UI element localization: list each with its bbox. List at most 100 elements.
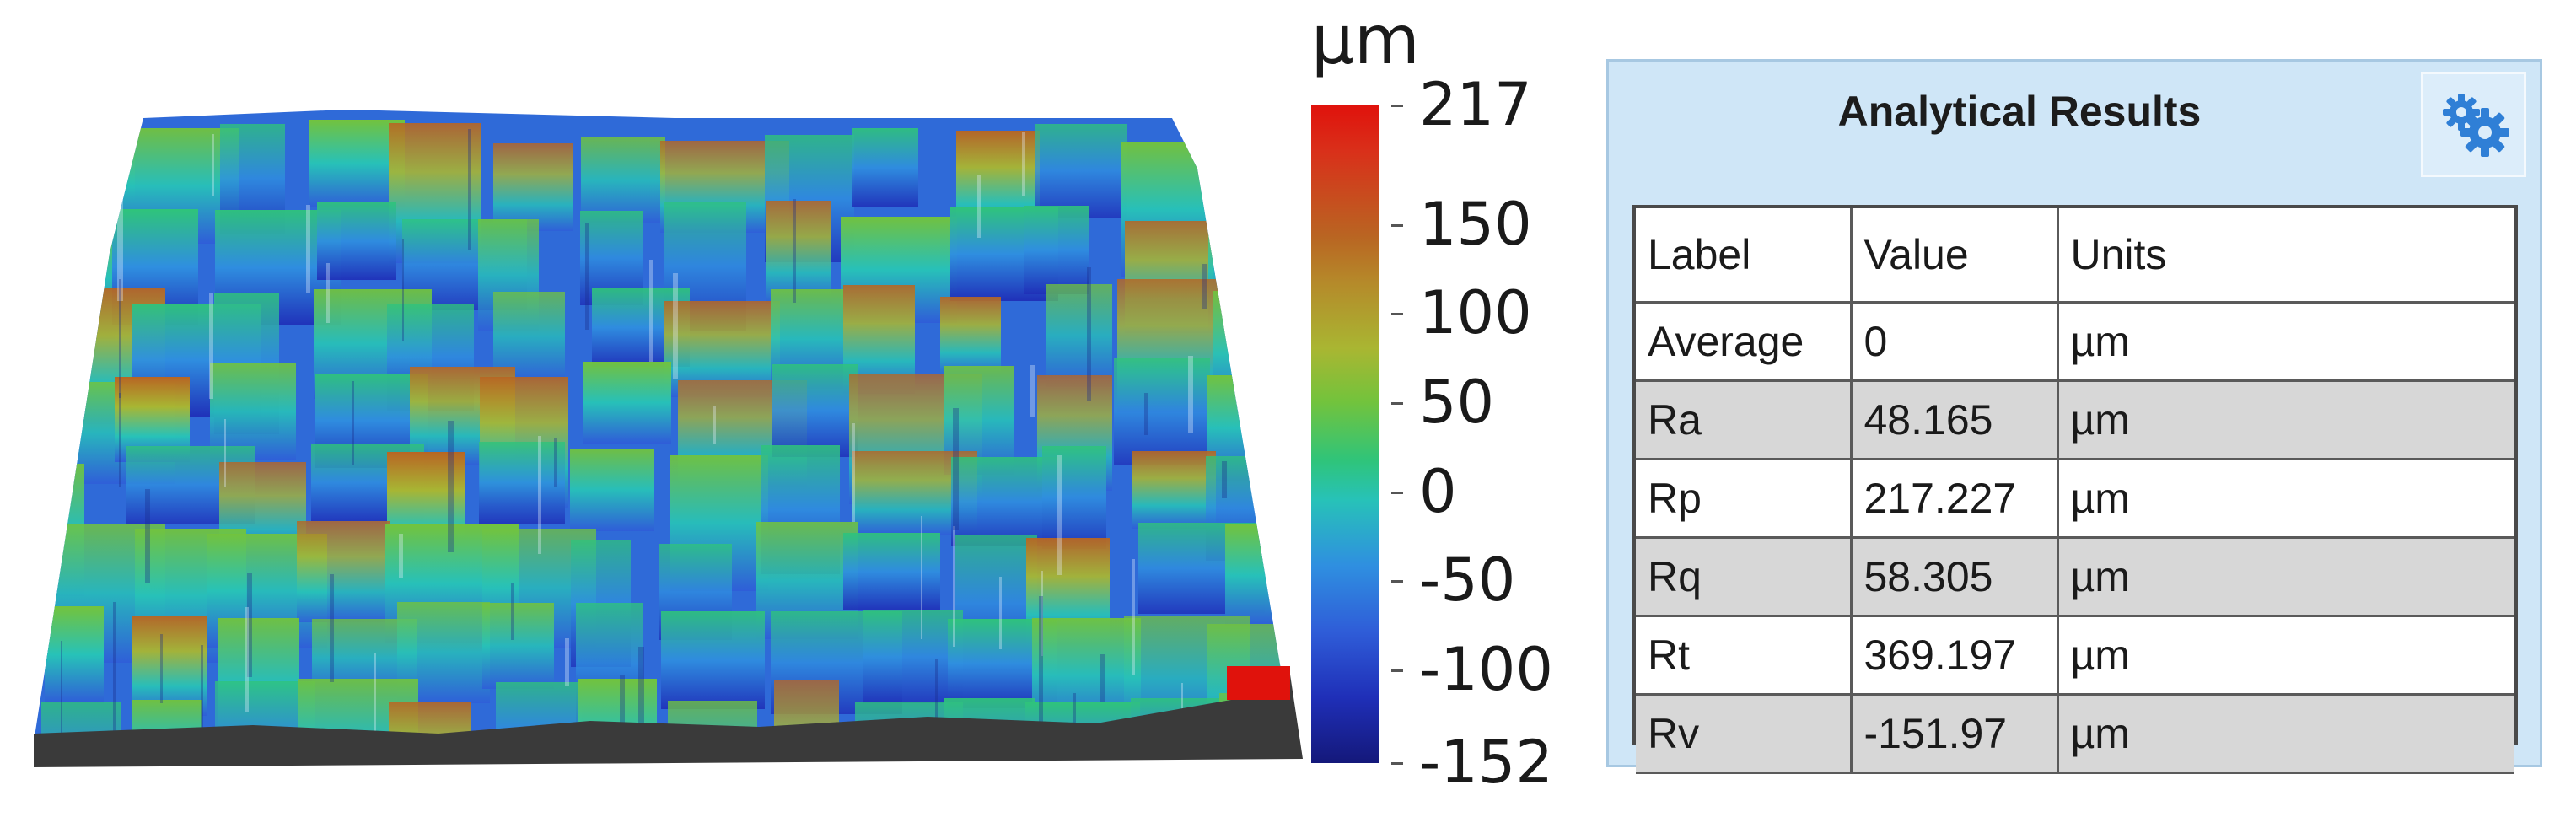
table-row[interactable]: Rt 369.197 µm (1636, 615, 2514, 696)
surface-facet (1208, 211, 1299, 331)
colorbar-tick (1391, 491, 1403, 494)
row-units: µm (2056, 615, 2514, 696)
surface-streak (374, 653, 376, 759)
surface-facet (1042, 446, 1106, 549)
settings-button[interactable] (2421, 72, 2526, 177)
surface-facet (1114, 358, 1210, 465)
surface-facet (581, 137, 665, 223)
colorbar-tick (1391, 762, 1403, 765)
panel-title: Analytical Results (1837, 88, 2202, 135)
surface-facet (210, 363, 296, 460)
table-row[interactable]: Rv -151.97 µm (1636, 693, 2514, 774)
surface-streak (61, 641, 62, 742)
table-row[interactable]: Average 0 µm (1636, 301, 2514, 382)
surface-facet (570, 449, 654, 531)
surface-facet (1046, 284, 1112, 387)
surface-streak (1041, 571, 1043, 656)
colorbar-tick-label: 0 (1419, 456, 1457, 526)
surface-streak (1144, 393, 1148, 435)
surface-streak (468, 129, 471, 250)
row-value: 369.197 (1849, 615, 2059, 696)
surface-streak (921, 516, 922, 639)
surface-streak (145, 489, 150, 583)
colorbar-tick-label: 150 (1419, 189, 1532, 259)
surface-facet (297, 521, 390, 622)
surface-streak (40, 459, 46, 556)
colorbar (1311, 105, 1379, 763)
surface-facet (944, 698, 1035, 759)
colorbar-tick-label: 50 (1419, 368, 1495, 437)
column-header-units[interactable]: Units (2057, 208, 2514, 304)
surface-streak (399, 534, 403, 578)
analytical-results-panel: Analytical Results (1606, 59, 2542, 774)
surface-streak (1236, 257, 1242, 298)
surface-streak (935, 659, 938, 745)
surface-facet (1223, 119, 1299, 232)
gears-icon (2442, 93, 2509, 157)
surface-streak (1100, 654, 1105, 702)
surface-streak (1188, 356, 1193, 433)
surface-streak (402, 239, 404, 341)
colorbar-tick-label: -100 (1419, 635, 1553, 705)
surface-streak (113, 602, 116, 731)
surface-streak (119, 393, 121, 487)
surface-streak (649, 260, 653, 362)
surface-facet (940, 297, 1001, 377)
surface-streak (245, 607, 249, 712)
surface-facet (482, 603, 554, 689)
surface-streak (1256, 335, 1261, 460)
surface-streak (209, 293, 213, 399)
surface-streak (1030, 365, 1035, 417)
surface-streak (1132, 559, 1135, 675)
row-units: µm (2056, 536, 2514, 617)
row-units: µm (2056, 379, 2514, 460)
surface-streak (212, 134, 214, 196)
surface-streak (852, 423, 855, 522)
surface-facet (843, 533, 940, 610)
surface-streak (999, 577, 1002, 649)
surface-facet (132, 616, 207, 716)
column-header-value[interactable]: Value (1851, 208, 2059, 304)
row-label: Rt (1636, 615, 1853, 696)
surface-streak (673, 273, 678, 379)
surface-facet (766, 201, 831, 304)
row-units: µm (2056, 458, 2514, 539)
colorbar-tick (1391, 402, 1403, 405)
table-row[interactable]: Ra 48.165 µm (1636, 379, 2514, 460)
surface-streak (620, 675, 625, 759)
colorbar-tick-label: -152 (1419, 728, 1553, 797)
row-value: 48.165 (1849, 379, 2059, 460)
surface-facet (1132, 451, 1216, 529)
surface-streak (1222, 461, 1227, 498)
table-row[interactable]: Rq 58.305 µm (1636, 536, 2514, 617)
surface-streak (511, 583, 514, 640)
surface-facet (863, 610, 963, 703)
surface-streak (638, 647, 644, 727)
column-header-label[interactable]: Label (1636, 208, 1853, 304)
row-label: Rv (1636, 693, 1853, 774)
surface-streak (793, 199, 796, 303)
table-header-row: Label Value Units (1636, 208, 2514, 304)
surface-streak (585, 223, 589, 330)
colorbar-tick (1391, 105, 1403, 107)
surface-streak (326, 263, 330, 323)
surface-streak (953, 526, 955, 647)
surface-streak (538, 436, 541, 554)
surface-facet (1225, 524, 1299, 626)
surface-streak (1057, 455, 1062, 575)
surface-streak (565, 638, 569, 686)
row-label: Rq (1636, 536, 1853, 617)
colorbar-tick (1391, 313, 1403, 316)
surface-streak (1022, 132, 1025, 196)
row-label: Ra (1636, 379, 1853, 460)
colorbar-tick-label: 217 (1419, 70, 1532, 139)
surface-streak (117, 179, 123, 301)
row-label: Rp (1636, 458, 1853, 539)
surface-streak (119, 279, 121, 398)
surface-facet (45, 606, 104, 703)
surface-facet (493, 292, 565, 381)
row-label: Average (1636, 301, 1853, 382)
table-row[interactable]: Rp 217.227 µm (1636, 458, 2514, 539)
surface-streak (224, 419, 226, 487)
surface-facet (661, 611, 765, 709)
